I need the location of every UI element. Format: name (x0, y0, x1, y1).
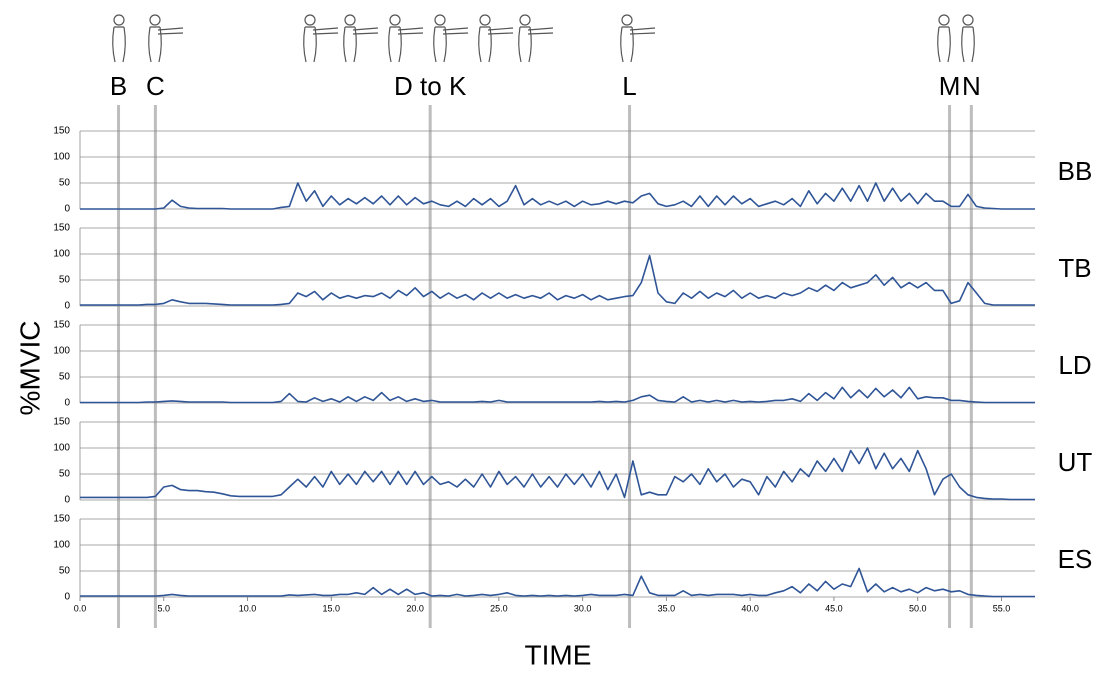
icon-arm (157, 27, 184, 35)
icon-arm (527, 27, 554, 35)
icon-body (518, 26, 532, 63)
x-tick-label: 30.0 (574, 603, 592, 613)
y-tick-label: 100 (53, 249, 70, 260)
event-label: B (110, 71, 127, 101)
icon-arm (629, 27, 656, 35)
x-tick-label: 10.0 (239, 603, 257, 613)
y-tick-label: 0 (64, 398, 70, 409)
x-tick-label: 15.0 (323, 603, 341, 613)
x-tick-label: 45.0 (825, 603, 843, 613)
icon-head (149, 14, 161, 26)
x-tick-label: 20.0 (406, 603, 424, 613)
y-tick-label: 100 (53, 346, 70, 357)
icon-arm (352, 27, 379, 35)
panel-label: TB (1058, 253, 1091, 283)
x-tick-label: 0.0 (74, 603, 87, 613)
y-tick-label: 150 (53, 223, 70, 234)
icon-body (433, 26, 447, 63)
icon-head (962, 14, 974, 26)
icon-body (112, 26, 126, 63)
icon-body (303, 26, 317, 63)
icon-head (344, 14, 356, 26)
y-tick-label: 50 (59, 178, 71, 189)
y-tick-label: 150 (53, 320, 70, 331)
series-line (80, 386, 1035, 404)
event-label: C (146, 71, 165, 101)
icon-head (389, 14, 401, 26)
y-tick-label: 0 (64, 495, 70, 506)
icon-head (113, 14, 125, 26)
icon-arm (442, 27, 469, 35)
x-tick-label: 40.0 (741, 603, 759, 613)
y-tick-label: 50 (59, 566, 71, 577)
panel-label: UT (1058, 447, 1093, 477)
icon-head (479, 14, 491, 26)
series-line (80, 567, 1035, 598)
icon-head (519, 14, 531, 26)
icon-arm (397, 27, 424, 35)
x-tick-label: 35.0 (658, 603, 676, 613)
panel-label: ES (1058, 544, 1093, 574)
y-tick-label: 150 (53, 126, 70, 137)
posture-icons (112, 14, 975, 63)
event-label: M (939, 71, 961, 101)
icon-head (938, 14, 950, 26)
x-tick-label: 55.0 (993, 603, 1011, 613)
y-tick-label: 150 (53, 417, 70, 428)
y-axis-label: %MVIC (14, 321, 45, 416)
y-tick-label: 100 (53, 443, 70, 454)
y-tick-label: 0 (64, 592, 70, 603)
series-line (80, 447, 1035, 501)
icon-body (148, 26, 162, 63)
event-label: L (622, 71, 636, 101)
icon-body (620, 26, 634, 63)
y-tick-label: 0 (64, 301, 70, 312)
panel-label: LD (1058, 350, 1091, 380)
icon-head (434, 14, 446, 26)
event-label: D to K (394, 71, 467, 101)
series-line (80, 254, 1035, 306)
icon-arm (312, 27, 339, 35)
icon-head (304, 14, 316, 26)
icon-body (478, 26, 492, 63)
y-tick-label: 150 (53, 514, 70, 525)
icon-body (937, 26, 951, 63)
y-tick-label: 50 (59, 275, 71, 286)
y-tick-label: 50 (59, 372, 71, 383)
icon-arm (487, 27, 514, 35)
x-tick-label: 50.0 (909, 603, 927, 613)
x-tick-label: 25.0 (490, 603, 508, 613)
series-line (80, 182, 1035, 210)
y-tick-label: 0 (64, 204, 70, 215)
icon-body (343, 26, 357, 63)
x-axis-label: TIME (525, 639, 592, 670)
icon-body (961, 26, 975, 63)
y-tick-label: 50 (59, 469, 71, 480)
icon-body (388, 26, 402, 63)
y-tick-label: 100 (53, 152, 70, 163)
y-tick-label: 100 (53, 540, 70, 551)
x-tick-label: 5.0 (158, 603, 171, 613)
panel-label: BB (1058, 156, 1093, 186)
icon-head (621, 14, 633, 26)
event-label: N (962, 71, 981, 101)
